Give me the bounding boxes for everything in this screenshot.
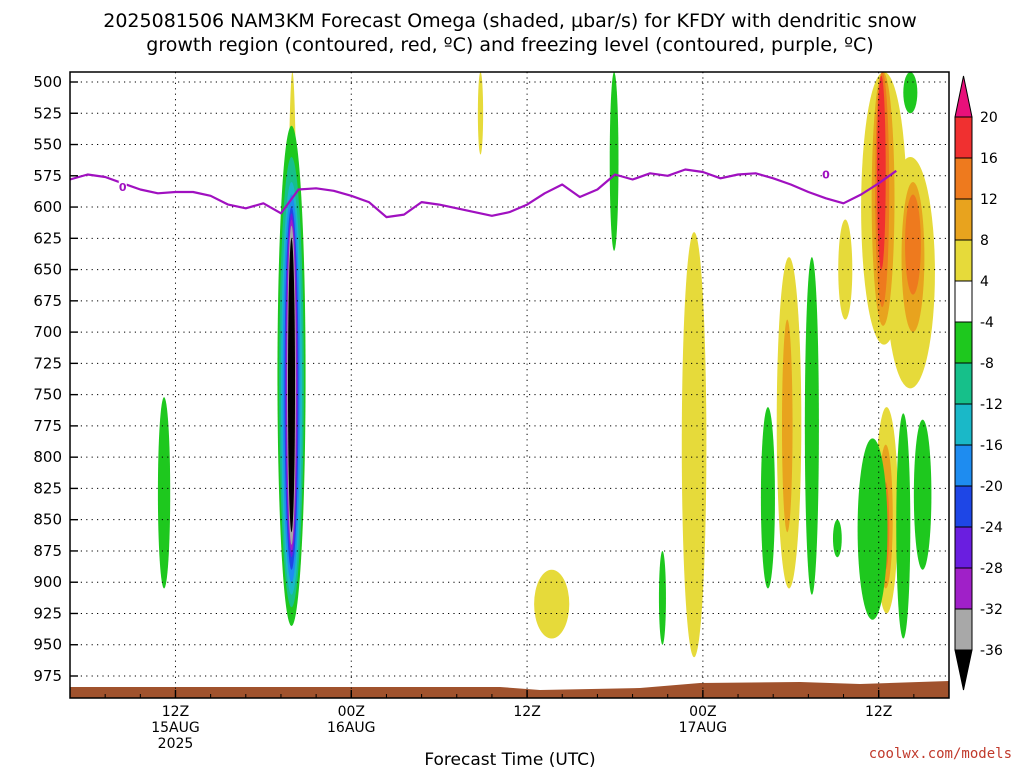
colorbar-band-m12_m8: [954, 362, 973, 405]
omega-blob-21: [760, 407, 775, 589]
colorbar-band-8_12: [954, 198, 973, 241]
grid-lines: [70, 72, 949, 698]
colorbar-band-m4_4: [954, 280, 973, 323]
xtick-label-3-0: 00Z: [689, 704, 716, 720]
omega-blob-24: [857, 438, 888, 620]
ytick-label-775: 775: [33, 417, 62, 435]
freezing-level-label-0: 0: [119, 181, 127, 194]
omega-blob-25: [896, 413, 911, 639]
chart-title-line2: growth region (contoured, red, ºC) and f…: [146, 34, 873, 56]
xtick-label-2-0: 12Z: [513, 704, 540, 720]
ytick-label-600: 600: [33, 198, 62, 216]
colorbar-label-4: 4: [980, 274, 989, 290]
freezing-level-line: [69, 168, 897, 219]
colorbar-arrow-top: [954, 75, 973, 118]
freezing-label-bg-0: [118, 181, 127, 194]
colorbar-band-m16_m12: [954, 403, 973, 446]
colorbar-label-8: -16: [980, 438, 1003, 454]
xtick-label-1-0: 00Z: [338, 704, 365, 720]
omega-blob-2: [681, 232, 707, 658]
ytick-label-575: 575: [33, 167, 62, 185]
xtick-label-0-0: 12Z: [162, 704, 189, 720]
ytick-label-850: 850: [33, 511, 62, 529]
freezing-label-bg-1: [821, 168, 830, 181]
x-axis-label: Forecast Time (UTC): [424, 750, 595, 768]
omega-blob-26: [913, 419, 932, 570]
ytick-label-975: 975: [33, 667, 62, 685]
colorbar-label-0: 20: [980, 110, 998, 126]
omega-blob-3: [534, 569, 570, 639]
omega-blob-35: [287, 238, 296, 533]
colorbar-band-4_8: [954, 239, 973, 282]
xtick-label-0-2: 2025: [158, 736, 194, 752]
ground-strip: [70, 681, 949, 698]
ytick-label-625: 625: [33, 229, 62, 247]
omega-blob-27: [903, 72, 918, 114]
colorbar-label-3: 8: [980, 233, 989, 249]
colorbar-label-9: -20: [980, 479, 1003, 495]
colorbar-band-m8_m4: [954, 321, 973, 364]
credit-text: coolwx.com/models: [869, 746, 1012, 762]
ytick-label-650: 650: [33, 261, 62, 279]
omega-blob-23: [832, 519, 842, 558]
colorbar-arrow-bottom: [954, 649, 973, 691]
colorbar-label-7: -12: [980, 397, 1003, 413]
colorbar-label-6: -8: [980, 356, 994, 372]
colorbar-band-12_16: [954, 157, 973, 200]
colorbar: 20 16 12 8 4 -4 -8 -12 -16 -20 -24 -28 -32 -36: [954, 75, 1003, 691]
omega-shading: [157, 71, 935, 658]
ytick-label-900: 900: [33, 573, 62, 591]
xtick-label-3-1: 17AUG: [679, 720, 728, 736]
omega-blob-14: [905, 194, 921, 295]
colorbar-band-m24_m20: [954, 485, 973, 528]
ytick-label-550: 550: [33, 136, 62, 154]
ytick-label-925: 925: [33, 604, 62, 622]
xtick-label-0-1: 15AUG: [151, 720, 200, 736]
ytick-label-950: 950: [33, 636, 62, 654]
omega-blob-17: [157, 397, 171, 589]
omega-blob-22: [804, 257, 819, 595]
omega-blob-9: [781, 319, 793, 533]
ytick-label-750: 750: [33, 386, 62, 404]
plot-frame: [69, 71, 950, 699]
chart-title-line1: 2025081506 NAM3KM Forecast Omega (shaded…: [103, 10, 916, 32]
ytick-label-725: 725: [33, 354, 62, 372]
omega-blob-5: [838, 219, 853, 320]
colorbar-band-m32_m28: [954, 567, 973, 610]
ytick-label-700: 700: [33, 323, 62, 341]
colorbar-label-11: -28: [980, 561, 1003, 577]
colorbar-label-5: -4: [980, 315, 994, 331]
ytick-label-525: 525: [33, 104, 62, 122]
colorbar-band-m20_m16: [954, 444, 973, 487]
colorbar-band-m36_m32: [954, 608, 973, 651]
colorbar-label-2: 12: [980, 192, 998, 208]
ground-surface: [70, 681, 949, 698]
freezing-level-contour: 00: [69, 168, 897, 219]
y-axis-ticks: 500 525 550 575 600 625 650 675 700 725 750 775 800 8…: [33, 73, 78, 685]
ytick-label-825: 825: [33, 479, 62, 497]
colorbar-band-16_20: [954, 116, 973, 159]
freezing-level-label-1: 0: [822, 169, 830, 182]
xtick-label-1-1: 16AUG: [327, 720, 376, 736]
omega-blob-20: [658, 550, 666, 645]
colorbar-label-10: -24: [980, 520, 1003, 536]
colorbar-band-m28_m24: [954, 526, 973, 569]
ytick-label-875: 875: [33, 542, 62, 560]
ytick-label-800: 800: [33, 448, 62, 466]
colorbar-label-13: -36: [980, 643, 1003, 659]
ytick-label-675: 675: [33, 292, 62, 310]
colorbar-label-1: 16: [980, 151, 998, 167]
xtick-label-4-0: 12Z: [865, 704, 892, 720]
ytick-label-500: 500: [33, 73, 62, 91]
omega-blob-19: [609, 71, 619, 251]
omega-blob-16: [876, 75, 886, 270]
colorbar-label-12: -32: [980, 602, 1003, 618]
